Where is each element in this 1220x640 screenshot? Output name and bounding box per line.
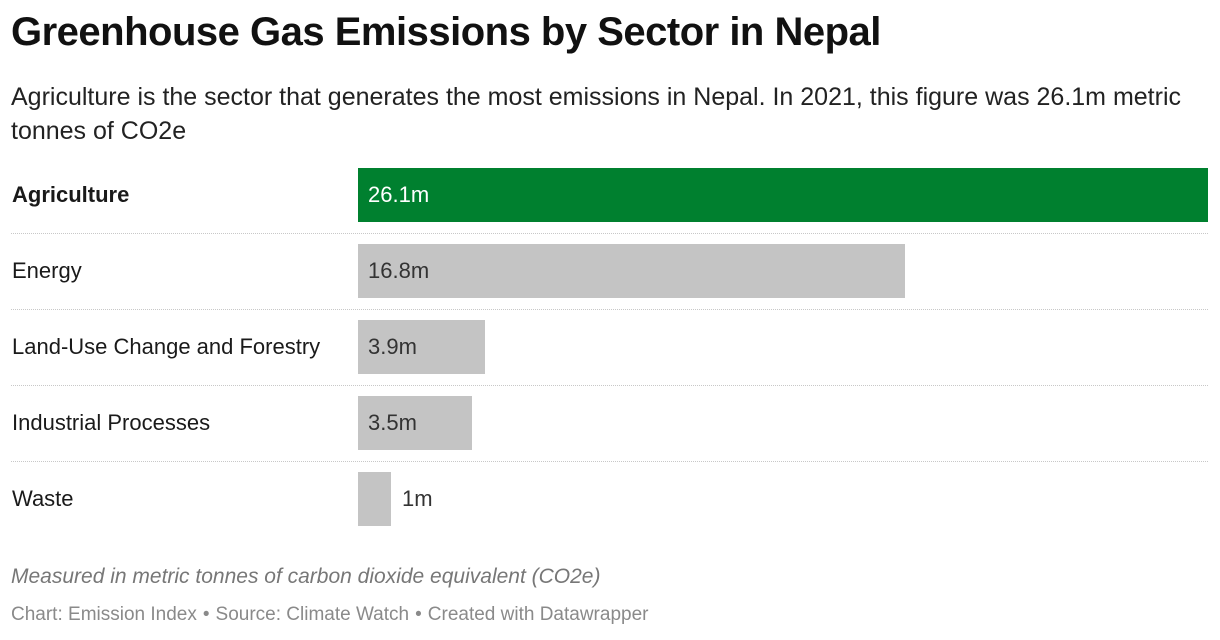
bar-row: Land-Use Change and Forestry 3.9m [0,320,1220,374]
row-separator [11,233,1208,234]
value-label: 16.8m [368,258,430,283]
chart-note: Measured in metric tonnes of carbon diox… [11,565,601,588]
bar [358,396,472,450]
bar-row: Waste 1m [0,472,1220,526]
category-label: Waste [12,486,74,511]
category-label: Energy [12,258,82,283]
bar [358,168,1208,222]
bar [358,472,391,526]
value-label: 26.1m [368,182,430,207]
bar-row: Energy 16.8m [0,244,1220,298]
footer-created-with: Created with Datawrapper [427,604,649,625]
bar-chart: Agriculture 26.1m Energy 16.8m Land-Use Chan… [0,168,1220,528]
footer-source: Source: Climate Watch [215,604,410,625]
row-separator [11,385,1208,386]
chart-subtitle: Agriculture is the sector that generates… [11,83,1181,145]
bar-row: Agriculture 26.1m [0,168,1220,222]
row-separator [11,309,1208,310]
value-label: 1m [402,486,433,511]
chart-footer: Chart: Emission Index • Source: Climate Wa… [11,604,648,626]
row-separator [11,461,1208,462]
value-label: 3.5m [368,410,417,435]
bar [358,244,905,298]
footer-separator: • [202,604,210,625]
category-label: Industrial Processes [12,410,211,435]
footer-separator: • [415,604,422,625]
chart-title: Greenhouse Gas Emissions by Sector in Ne… [11,10,881,54]
bar-row: Industrial Processes 3.5m [0,396,1220,450]
footer-chart-credit: Chart: Emission Index [11,604,197,625]
category-label: Agriculture [12,182,130,207]
bar [358,320,485,374]
category-label: Land-Use Change and Forestry [12,334,321,359]
value-label: 3.9m [368,334,417,359]
